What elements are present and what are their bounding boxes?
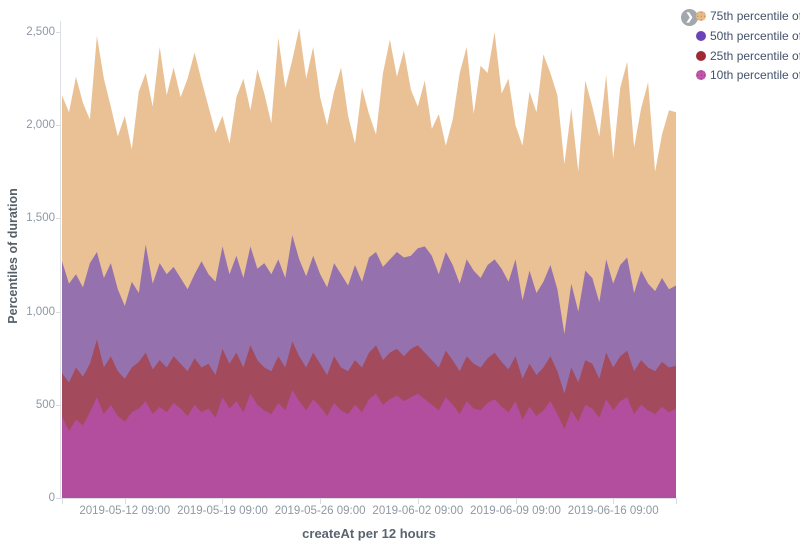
area-series-10th[interactable]: [62, 389, 676, 498]
legend-series-dot-icon: [696, 50, 706, 61]
y-axis-title: Percentiles of duration: [6, 188, 20, 324]
x-tick-label: 2019-05-12 09:00: [79, 505, 171, 517]
x-tick-label: 2019-05-19 09:00: [177, 505, 268, 517]
y-tick-label: 0: [48, 492, 55, 504]
x-tick-label: 2019-06-09 09:00: [470, 505, 561, 517]
y-axis-line: [60, 21, 61, 499]
legend-series-dot-icon: [696, 70, 706, 81]
y-tick-mark: [56, 311, 61, 313]
y-tick-mark: [56, 32, 61, 33]
legend-series-dot-icon: [696, 11, 706, 22]
x-tick-mark: [613, 499, 615, 504]
percentiles-area-chart[interactable]: [62, 21, 676, 498]
x-tick-label: 2019-05-26 09:00: [274, 505, 366, 517]
y-tick-label: 1,500: [26, 212, 55, 225]
legend-item-10th[interactable]: 10th percentile of duration: [696, 68, 800, 83]
x-axis-title: createAt per 12 hours: [302, 526, 436, 541]
chevron-right-icon: ❯: [685, 12, 694, 23]
legend-item-75th[interactable]: 75th percentile of duration: [696, 9, 800, 24]
x-tick-mark: [222, 499, 224, 504]
x-tick-mark: [676, 499, 677, 504]
legend-item-50th[interactable]: 50th percentile of duration: [696, 28, 800, 43]
legend-item-label: 25th percentile of duration: [710, 48, 800, 63]
legend-item-25th[interactable]: 25th percentile of duration: [696, 48, 800, 63]
y-tick-mark: [56, 218, 61, 220]
legend-collapse-button[interactable]: ❯: [681, 9, 698, 26]
legend-item-label: 50th percentile of duration: [710, 28, 800, 43]
legend-item-label: 10th percentile of duration: [710, 68, 800, 83]
x-tick-mark: [515, 499, 517, 504]
y-tick-label: 2,500: [26, 26, 55, 38]
y-tick-label: 1,000: [26, 305, 55, 318]
y-tick-mark: [56, 404, 61, 406]
x-tick-label: 2019-06-16 09:00: [567, 505, 659, 517]
x-tick-mark: [124, 499, 126, 504]
legend-item-label: 75th percentile of duration: [710, 9, 800, 24]
legend-items: 75th percentile of duration 50th percenti…: [696, 9, 800, 89]
x-axis-line: [60, 498, 677, 499]
y-tick-mark: [56, 498, 61, 499]
x-tick-label: 2019-06-02 09:00: [372, 505, 464, 517]
y-tick-label: 2,000: [26, 119, 55, 132]
y-tick-label: 500: [35, 398, 55, 411]
area-chart-plot[interactable]: [62, 21, 676, 498]
legend-series-dot-icon: [696, 30, 706, 41]
x-tick-mark: [62, 499, 63, 504]
x-tick-mark: [320, 499, 322, 504]
x-tick-mark: [417, 499, 419, 504]
y-tick-mark: [56, 125, 61, 127]
